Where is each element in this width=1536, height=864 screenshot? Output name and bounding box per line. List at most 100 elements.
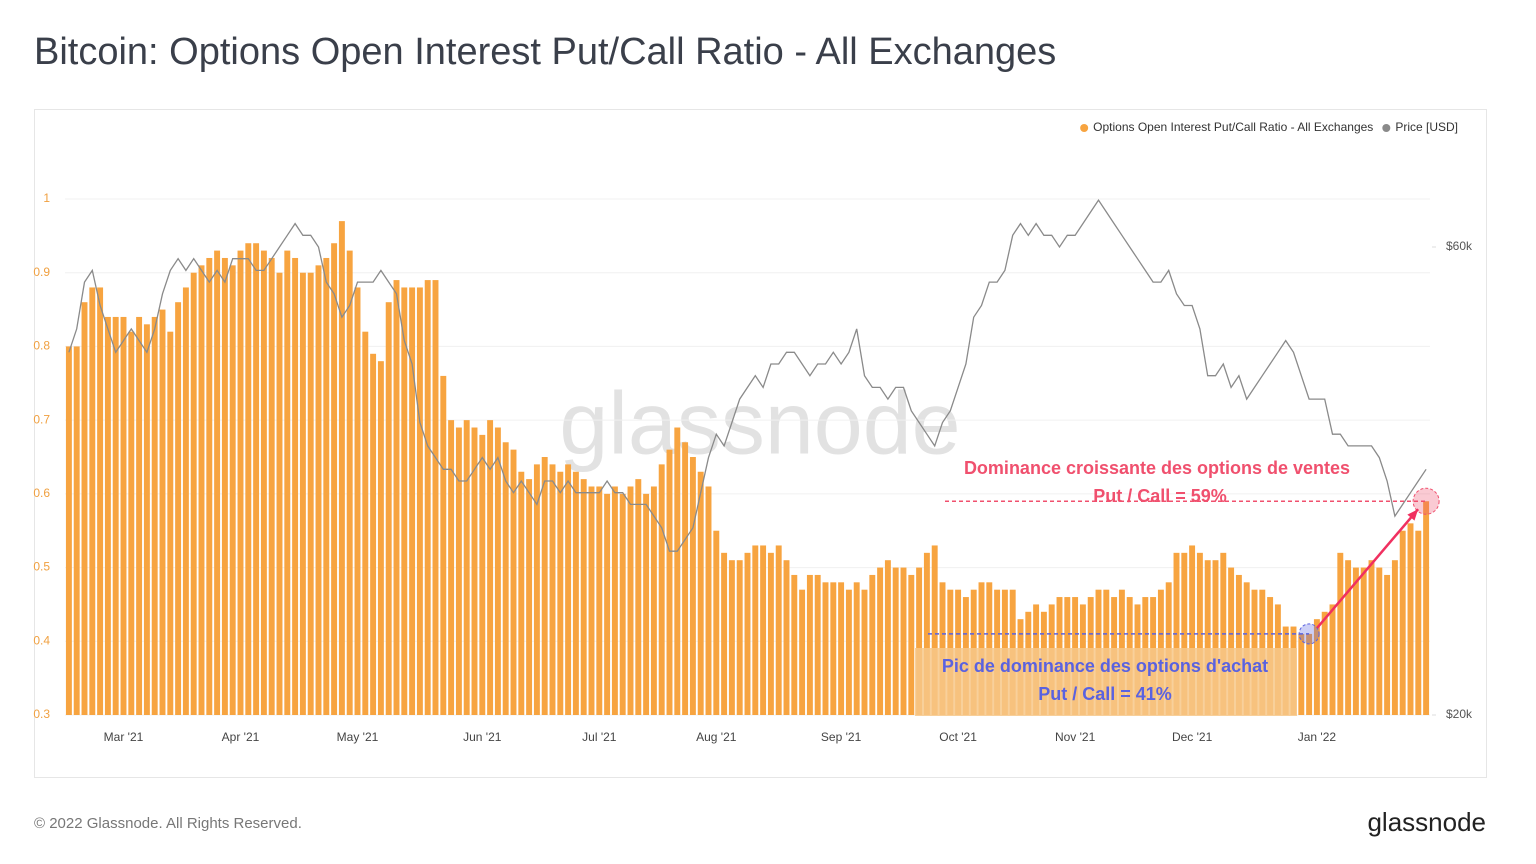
x-tick-label: Apr '21 — [222, 730, 260, 744]
bar — [229, 265, 236, 715]
y-tick-label: 0.6 — [33, 486, 50, 500]
bar — [1360, 567, 1367, 715]
bar — [97, 287, 104, 715]
bar — [713, 530, 720, 715]
bar — [635, 479, 642, 715]
bar — [674, 427, 681, 715]
bar — [845, 589, 852, 715]
bar — [448, 420, 455, 715]
bar — [853, 582, 860, 715]
bar — [104, 316, 111, 715]
y-tick-label: 0.3 — [33, 707, 50, 721]
bar — [455, 427, 462, 715]
bar — [175, 302, 182, 715]
annotation-arrow — [1316, 508, 1420, 629]
legend-label: Price [USD] — [1395, 120, 1458, 134]
bar — [572, 471, 579, 715]
bar — [151, 316, 158, 715]
bar — [206, 257, 213, 715]
bar — [198, 265, 205, 715]
bar — [323, 257, 330, 715]
bar — [463, 420, 470, 715]
bar — [791, 574, 798, 715]
annotation-label: Put / Call = 41% — [1038, 684, 1172, 704]
chart-title: Bitcoin: Options Open Interest Put/Call … — [34, 31, 1056, 73]
bar — [650, 486, 657, 715]
bar — [705, 486, 712, 715]
bar — [182, 287, 189, 715]
annotation-marker — [1412, 487, 1440, 515]
y2-tick-label: $60k — [1446, 239, 1473, 253]
bar — [159, 309, 166, 715]
bar — [721, 552, 728, 715]
bar — [440, 375, 447, 715]
bar — [526, 479, 533, 715]
bar — [611, 486, 618, 715]
bar — [760, 545, 767, 715]
bar — [1345, 560, 1352, 715]
bar — [643, 493, 650, 715]
bar — [900, 567, 907, 715]
bar — [830, 582, 837, 715]
bar — [775, 545, 782, 715]
bar — [1321, 611, 1328, 715]
bar — [1423, 501, 1430, 715]
bar — [81, 302, 88, 715]
bar — [1212, 560, 1219, 715]
bar — [190, 272, 197, 715]
bar — [736, 560, 743, 715]
x-tick-label: Aug '21 — [696, 730, 737, 744]
bar — [1196, 552, 1203, 715]
bar — [1228, 567, 1235, 715]
bar — [1415, 530, 1422, 715]
bar — [409, 287, 416, 715]
bar — [221, 257, 228, 715]
bar — [877, 567, 884, 715]
bar — [916, 567, 923, 715]
bar — [1329, 604, 1336, 715]
bar — [253, 243, 260, 715]
bar — [923, 552, 930, 715]
bar — [728, 560, 735, 715]
annotation-box — [915, 648, 1297, 716]
x-tick-label: Sep '21 — [821, 730, 862, 744]
bar — [284, 250, 291, 715]
bar — [136, 316, 143, 715]
chart-card — [34, 109, 1487, 778]
bar — [814, 574, 821, 715]
bar — [346, 250, 353, 715]
bar — [237, 250, 244, 715]
bar — [767, 552, 774, 715]
y-tick-label: 0.7 — [33, 412, 50, 426]
bar — [89, 287, 96, 715]
bar — [1368, 560, 1375, 715]
bar — [276, 272, 283, 715]
bar — [744, 552, 751, 715]
bar — [1391, 560, 1398, 715]
x-tick-label: Jan '22 — [1298, 730, 1337, 744]
bar — [861, 589, 868, 715]
legend-swatch — [1382, 124, 1391, 132]
bar — [799, 589, 806, 715]
bar — [112, 316, 119, 715]
bar — [471, 427, 478, 715]
bar — [1407, 523, 1414, 715]
bar — [931, 545, 938, 715]
bar — [315, 265, 322, 715]
bar — [565, 464, 572, 715]
bar — [167, 331, 174, 715]
x-tick-label: May '21 — [337, 730, 379, 744]
bar — [370, 353, 377, 715]
bar — [424, 280, 431, 715]
bar — [307, 272, 314, 715]
annotation-title: Dominance croissante des options de vent… — [964, 458, 1350, 478]
bar — [580, 479, 587, 715]
bar — [338, 221, 345, 715]
x-tick-label: Nov '21 — [1055, 730, 1096, 744]
bar — [1298, 633, 1305, 715]
bar — [510, 449, 517, 715]
bar — [299, 272, 306, 715]
bar — [1306, 633, 1313, 715]
y-tick-label: 0.8 — [33, 339, 50, 353]
